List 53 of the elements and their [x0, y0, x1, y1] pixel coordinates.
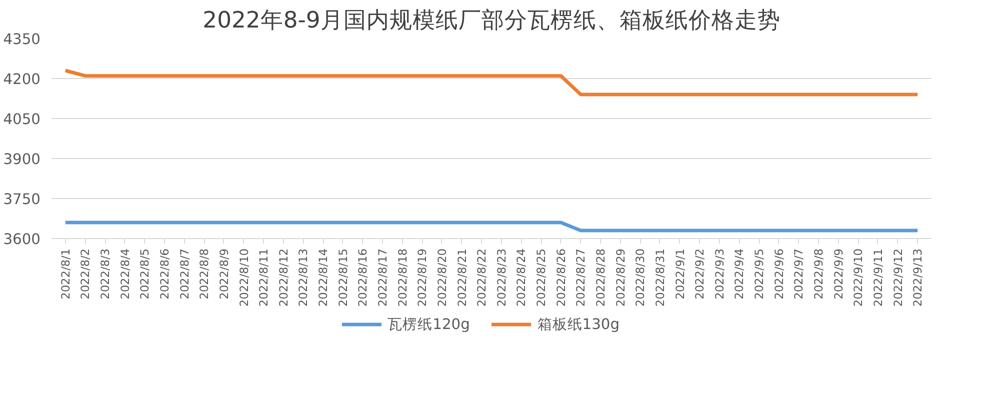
x-tick-label: 2022/8/20: [434, 248, 449, 307]
x-tick-label: 2022/8/10: [236, 248, 251, 307]
x-tick-label: 2022/9/9: [831, 248, 846, 300]
x-tick-label: 2022/8/15: [336, 248, 350, 307]
x-tick-label: 2022/8/30: [633, 248, 648, 307]
x-tick-label: 2022/8/22: [474, 248, 489, 307]
y-tick-label: 3600: [3, 231, 41, 248]
x-tick-label: 2022/8/25: [534, 248, 548, 307]
x-tick-label: 2022/9/6: [772, 248, 786, 300]
x-tick-label: 2022/8/1: [58, 248, 72, 300]
x-tick-label: 2022/8/13: [296, 248, 310, 307]
x-tick-label: 2022/9/1: [672, 248, 687, 300]
x-tick-label: 2022/9/13: [910, 248, 925, 307]
x-tick-label: 2022/9/3: [712, 248, 726, 300]
x-tick-label: 2022/8/16: [356, 248, 370, 307]
chart-title: 2022年8-9月国内规模纸厂部分瓦楞纸、箱板纸价格走势: [202, 8, 780, 34]
x-tick-label: 2022/8/8: [197, 248, 212, 300]
x-tick-label: 2022/9/7: [792, 248, 806, 300]
y-tick-label: 3900: [3, 151, 41, 168]
legend-label: 箱板纸130g: [537, 316, 620, 333]
x-tick-label: 2022/8/19: [415, 248, 430, 307]
x-tick-label: 2022/8/21: [454, 248, 469, 307]
x-tick-label: 2022/8/6: [157, 248, 172, 300]
x-tick-label: 2022/8/24: [514, 248, 528, 307]
x-tick-label: 2022/8/18: [395, 248, 410, 307]
y-tick-label: 4200: [3, 71, 41, 88]
legend-label: 瓦楞纸120g: [388, 316, 470, 333]
x-tick-label: 2022/8/4: [118, 248, 132, 300]
x-tick-label: 2022/8/2: [78, 248, 92, 300]
x-tick-label: 2022/8/3: [98, 248, 112, 300]
x-tick-label: 2022/9/4: [732, 248, 746, 300]
x-tick-label: 2022/9/12: [890, 248, 905, 307]
x-tick-label: 2022/8/27: [574, 248, 588, 307]
x-tick-label: 2022/8/26: [554, 248, 568, 307]
y-tick-label: 3750: [3, 191, 41, 208]
x-tick-label: 2022/8/7: [177, 248, 192, 300]
x-tick-label: 2022/8/29: [613, 248, 628, 307]
x-tick-label: 2022/9/8: [812, 248, 826, 300]
x-tick-label: 2022/8/5: [138, 248, 152, 300]
x-tick-label: 2022/8/31: [652, 248, 667, 307]
x-tick-label: 2022/9/10: [851, 248, 866, 307]
y-tick-label: 4350: [3, 31, 41, 48]
x-tick-label: 2022/8/12: [276, 248, 290, 307]
x-tick-label: 2022/8/14: [316, 248, 330, 307]
x-tick-label: 2022/9/2: [692, 248, 707, 300]
x-tick-label: 2022/8/28: [594, 248, 608, 307]
x-tick-label: 2022/8/9: [216, 248, 231, 300]
x-tick-label: 2022/9/5: [752, 248, 766, 300]
x-tick-label: 2022/8/11: [256, 248, 271, 307]
x-tick-label: 2022/9/11: [870, 248, 885, 307]
x-tick-label: 2022/8/23: [494, 248, 508, 307]
y-tick-label: 4050: [3, 111, 41, 128]
x-tick-label: 2022/8/17: [375, 248, 390, 307]
